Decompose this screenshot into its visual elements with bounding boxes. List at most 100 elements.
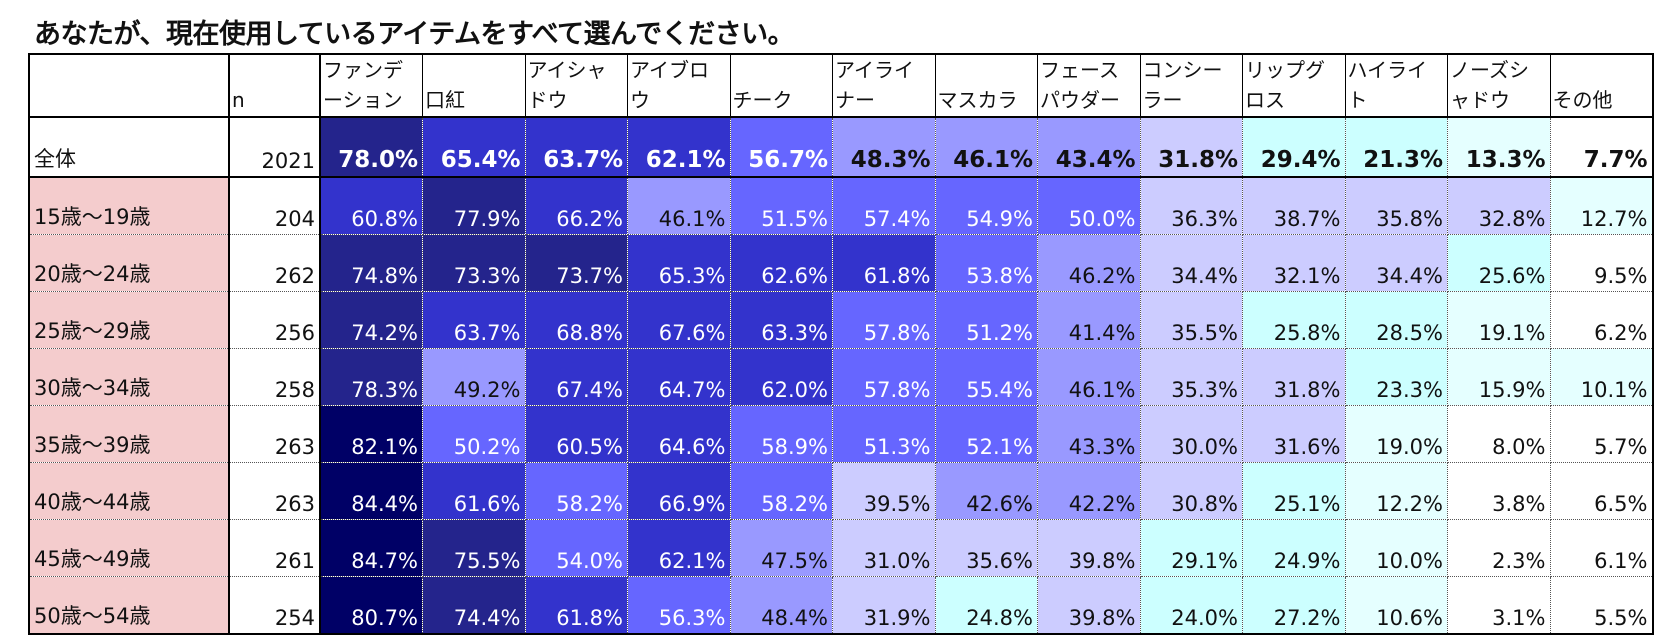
value-cell: 31.8% bbox=[1242, 348, 1346, 406]
value-cell: 64.7% bbox=[627, 348, 731, 406]
value-cell: 39.8% bbox=[1037, 576, 1141, 634]
value-cell: 84.4% bbox=[320, 462, 423, 520]
value-cell: 66.9% bbox=[627, 462, 731, 520]
column-header: ハイライト bbox=[1345, 54, 1448, 118]
column-header: ノーズシャドウ bbox=[1447, 54, 1551, 118]
value-cell: 84.7% bbox=[320, 519, 423, 577]
value-cell: 3.1% bbox=[1447, 576, 1551, 634]
value-cell: 82.1% bbox=[320, 405, 423, 463]
column-header: 口紅 bbox=[422, 54, 526, 118]
value-cell: 5.7% bbox=[1550, 405, 1653, 463]
value-cell: 78.0% bbox=[320, 117, 423, 178]
value-cell: 28.5% bbox=[1345, 291, 1448, 349]
value-cell: 51.2% bbox=[935, 291, 1038, 349]
value-cell: 35.3% bbox=[1140, 348, 1243, 406]
value-cell: 80.7% bbox=[320, 576, 423, 634]
value-cell: 6.2% bbox=[1550, 291, 1653, 349]
value-cell: 15.9% bbox=[1447, 348, 1551, 406]
value-cell: 75.5% bbox=[422, 519, 526, 577]
value-cell: 5.5% bbox=[1550, 576, 1653, 634]
value-cell: 30.0% bbox=[1140, 405, 1243, 463]
value-cell: 19.1% bbox=[1447, 291, 1551, 349]
value-cell: 57.4% bbox=[832, 177, 936, 235]
sample-size-cell: 263 bbox=[229, 462, 321, 520]
value-cell: 49.2% bbox=[422, 348, 526, 406]
value-cell: 35.8% bbox=[1345, 177, 1448, 235]
value-cell: 54.0% bbox=[525, 519, 628, 577]
value-cell: 68.8% bbox=[525, 291, 628, 349]
value-cell: 19.0% bbox=[1345, 405, 1448, 463]
row-label: 15歳～19歳 bbox=[29, 177, 230, 235]
value-cell: 24.8% bbox=[935, 576, 1038, 634]
value-cell: 3.8% bbox=[1447, 462, 1551, 520]
value-cell: 34.4% bbox=[1140, 234, 1243, 292]
value-cell: 30.8% bbox=[1140, 462, 1243, 520]
n-header: n bbox=[229, 54, 321, 118]
value-cell: 52.1% bbox=[935, 405, 1038, 463]
row-label: 25歳～29歳 bbox=[29, 291, 230, 349]
value-cell: 7.7% bbox=[1550, 117, 1653, 178]
value-cell: 9.5% bbox=[1550, 234, 1653, 292]
column-header: コンシーラー bbox=[1140, 54, 1243, 118]
value-cell: 78.3% bbox=[320, 348, 423, 406]
value-cell: 25.8% bbox=[1242, 291, 1346, 349]
value-cell: 31.8% bbox=[1140, 117, 1243, 178]
value-cell: 67.6% bbox=[627, 291, 731, 349]
value-cell: 12.2% bbox=[1345, 462, 1448, 520]
value-cell: 46.2% bbox=[1037, 234, 1141, 292]
value-cell: 61.8% bbox=[832, 234, 936, 292]
value-cell: 46.1% bbox=[627, 177, 731, 235]
row-label: 45歳～49歳 bbox=[29, 519, 230, 577]
value-cell: 24.9% bbox=[1242, 519, 1346, 577]
value-cell: 46.1% bbox=[935, 117, 1038, 178]
value-cell: 63.7% bbox=[525, 117, 628, 178]
row-label: 50歳～54歳 bbox=[29, 576, 230, 634]
data-table: n ファンデーション 口紅 アイシャドウ アイブロウ チーク アイライナー マスカラ フェースパ… bbox=[28, 53, 1654, 635]
sample-size-cell: 258 bbox=[229, 348, 321, 406]
value-cell: 39.8% bbox=[1037, 519, 1141, 577]
table-row: 25歳～29歳 256 74.2% 63.7% 68.8% 67.6% 63.3% 57.8%… bbox=[29, 291, 1653, 349]
value-cell: 62.1% bbox=[627, 117, 731, 178]
row-label: 40歳～44歳 bbox=[29, 462, 230, 520]
sample-size-cell: 261 bbox=[229, 519, 321, 577]
value-cell: 74.2% bbox=[320, 291, 423, 349]
value-cell: 56.3% bbox=[627, 576, 731, 634]
value-cell: 63.3% bbox=[730, 291, 833, 349]
value-cell: 50.0% bbox=[1037, 177, 1141, 235]
value-cell: 74.4% bbox=[422, 576, 526, 634]
value-cell: 32.1% bbox=[1242, 234, 1346, 292]
value-cell: 62.6% bbox=[730, 234, 833, 292]
value-cell: 60.8% bbox=[320, 177, 423, 235]
value-cell: 57.8% bbox=[832, 291, 936, 349]
value-cell: 21.3% bbox=[1345, 117, 1448, 178]
table-row: 50歳～54歳 254 80.7% 74.4% 61.8% 56.3% 48.4% 31.9%… bbox=[29, 576, 1653, 634]
value-cell: 27.2% bbox=[1242, 576, 1346, 634]
value-cell: 23.3% bbox=[1345, 348, 1448, 406]
value-cell: 31.0% bbox=[832, 519, 936, 577]
value-cell: 54.9% bbox=[935, 177, 1038, 235]
value-cell: 46.1% bbox=[1037, 348, 1141, 406]
value-cell: 25.6% bbox=[1447, 234, 1551, 292]
row-label: 20歳～24歳 bbox=[29, 234, 230, 292]
total-row: 全体 2021 78.0% 65.4% 63.7% 62.1% 56.7% 48.3% 46.1… bbox=[29, 117, 1653, 178]
value-cell: 29.4% bbox=[1242, 117, 1346, 178]
row-header-cell bbox=[29, 54, 230, 118]
column-header: アイライナー bbox=[832, 54, 936, 118]
value-cell: 10.1% bbox=[1550, 348, 1653, 406]
value-cell: 39.5% bbox=[832, 462, 936, 520]
sample-size-cell: 262 bbox=[229, 234, 321, 292]
value-cell: 62.1% bbox=[627, 519, 731, 577]
sample-size-cell: 204 bbox=[229, 177, 321, 235]
value-cell: 74.8% bbox=[320, 234, 423, 292]
value-cell: 55.4% bbox=[935, 348, 1038, 406]
value-cell: 60.5% bbox=[525, 405, 628, 463]
value-cell: 8.0% bbox=[1447, 405, 1551, 463]
table-row: 20歳～24歳 262 74.8% 73.3% 73.7% 65.3% 62.6% 61.8%… bbox=[29, 234, 1653, 292]
value-cell: 65.3% bbox=[627, 234, 731, 292]
sample-size-cell: 254 bbox=[229, 576, 321, 634]
table-row: 15歳～19歳 204 60.8% 77.9% 66.2% 46.1% 51.5% 57.4%… bbox=[29, 177, 1653, 235]
value-cell: 67.4% bbox=[525, 348, 628, 406]
value-cell: 58.2% bbox=[525, 462, 628, 520]
value-cell: 25.1% bbox=[1242, 462, 1346, 520]
value-cell: 32.8% bbox=[1447, 177, 1551, 235]
